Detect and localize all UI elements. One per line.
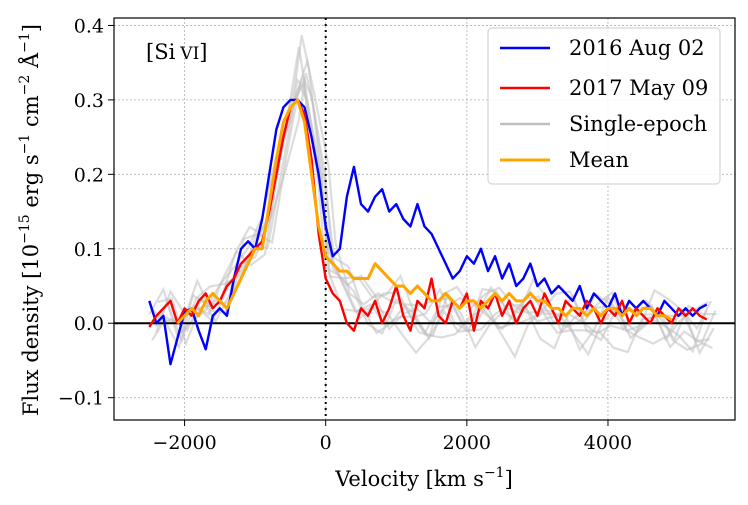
y-tick-label: 0.4 [74,15,104,37]
x-tick-label: 0 [320,432,332,454]
annotation-close: ] [199,40,207,64]
y-tick-label: 0.0 [74,313,104,335]
y-tick-label: 0.2 [74,164,104,186]
y-axis-label-sup3: −2 [17,75,33,96]
x-axis-label-main: Velocity [km s [334,467,484,491]
x-axis-label-sup: −1 [484,465,505,481]
y-axis-label-mid1: erg s [19,154,43,214]
legend: 2016 Aug 02 2017 May 09 Single-epoch Mea… [487,27,721,185]
y-tick-label: −0.1 [58,388,104,410]
series-2017-may-09 [148,98,708,332]
axis-ticks: −2000 0 2000 4000 −0.1 0.0 0.1 0.2 0.3 0.4 [58,15,632,454]
annotation-si-vi: [Si VI] [146,40,208,64]
annotation-element: [Si [146,40,176,64]
legend-label-2017: 2017 May 09 [569,76,708,100]
y-tick-label: 0.1 [74,239,104,261]
y-axis-label-mid3: Å [18,52,43,75]
y-axis-label-close: ] [19,24,43,32]
series-2016-aug-02 [148,98,708,366]
series-mean [176,98,673,325]
x-tick-label: 4000 [584,432,632,454]
y-axis-label-mid2: cm [19,95,43,133]
y-tick-label: 0.3 [74,90,104,112]
legend-label-mean: Mean [569,148,629,172]
x-axis-label-close: ] [505,467,513,491]
x-tick-label: 2000 [443,432,491,454]
legend-label-single-epoch: Single-epoch [569,112,707,136]
x-tick-label: −2000 [152,432,216,454]
series-lines [148,98,708,366]
annotation-ion: VI [179,44,199,64]
y-axis-label-sup4: −1 [17,32,33,53]
legend-box [487,27,721,185]
y-axis-label-sup1: −15 [17,214,33,244]
y-axis-label: Flux density [10−15 erg s−1 cm−2 Å−1] [17,24,43,416]
y-axis-label-main: Flux density [10 [19,244,43,416]
legend-label-2016: 2016 Aug 02 [569,36,705,60]
plot-frame [113,17,736,421]
x-axis-label: Velocity [km s−1] [334,465,513,491]
y-axis-label-sup2: −1 [17,134,33,155]
reference-lines [114,18,735,420]
